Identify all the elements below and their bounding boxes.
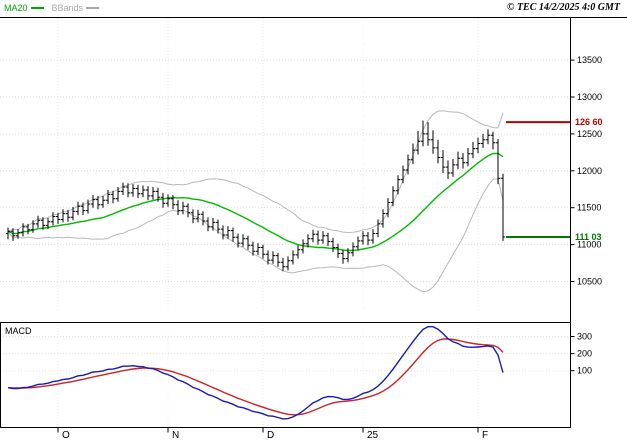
legend-item-bbands: BBands — [52, 3, 100, 13]
month-axis-label: O — [62, 430, 70, 440]
price-axis-label: 13000 — [577, 92, 602, 102]
price-axis-label: 13500 — [577, 55, 602, 65]
copyright-text: © TEC 14/2/2025 4:0 GMT — [506, 2, 620, 13]
price-axis-label: 12500 — [577, 129, 602, 139]
resistance-price-label: 126 60 — [575, 117, 603, 127]
bbands-line-swatch — [86, 7, 100, 9]
legend-ma20-label: MA20 — [4, 3, 28, 13]
price-axis-label: 11000 — [577, 240, 601, 250]
legend-item-ma20: MA20 — [4, 3, 44, 13]
month-axis-label: D — [267, 430, 274, 440]
macd-axis-label: 100 — [577, 366, 592, 376]
macd-axis-label: 200 — [577, 349, 592, 359]
chart-legend: MA20 BBands — [4, 3, 100, 13]
price-axis-label: 12000 — [577, 166, 602, 176]
legend-bbands-label: BBands — [51, 3, 84, 13]
month-axis-label: 25 — [367, 430, 379, 440]
macd-signal-line — [7, 338, 504, 416]
macd-panel-border — [0, 322, 571, 428]
bband-upper-line — [7, 110, 504, 234]
month-axis-label: N — [172, 430, 179, 440]
month-axis-label: F — [482, 430, 488, 440]
price-axis-label: 10500 — [577, 277, 602, 287]
price-axis-label: 11500 — [577, 203, 601, 213]
last-price-label: 111 03 — [575, 232, 602, 242]
macd-panel-title: MACD — [5, 326, 32, 336]
ohlc-bars — [5, 120, 506, 272]
ma20-line — [7, 152, 504, 252]
bband-lower-line — [7, 178, 504, 293]
macd-line — [7, 326, 504, 420]
macd-axis-label: 300 — [577, 332, 592, 342]
ma20-line-swatch — [30, 7, 44, 9]
